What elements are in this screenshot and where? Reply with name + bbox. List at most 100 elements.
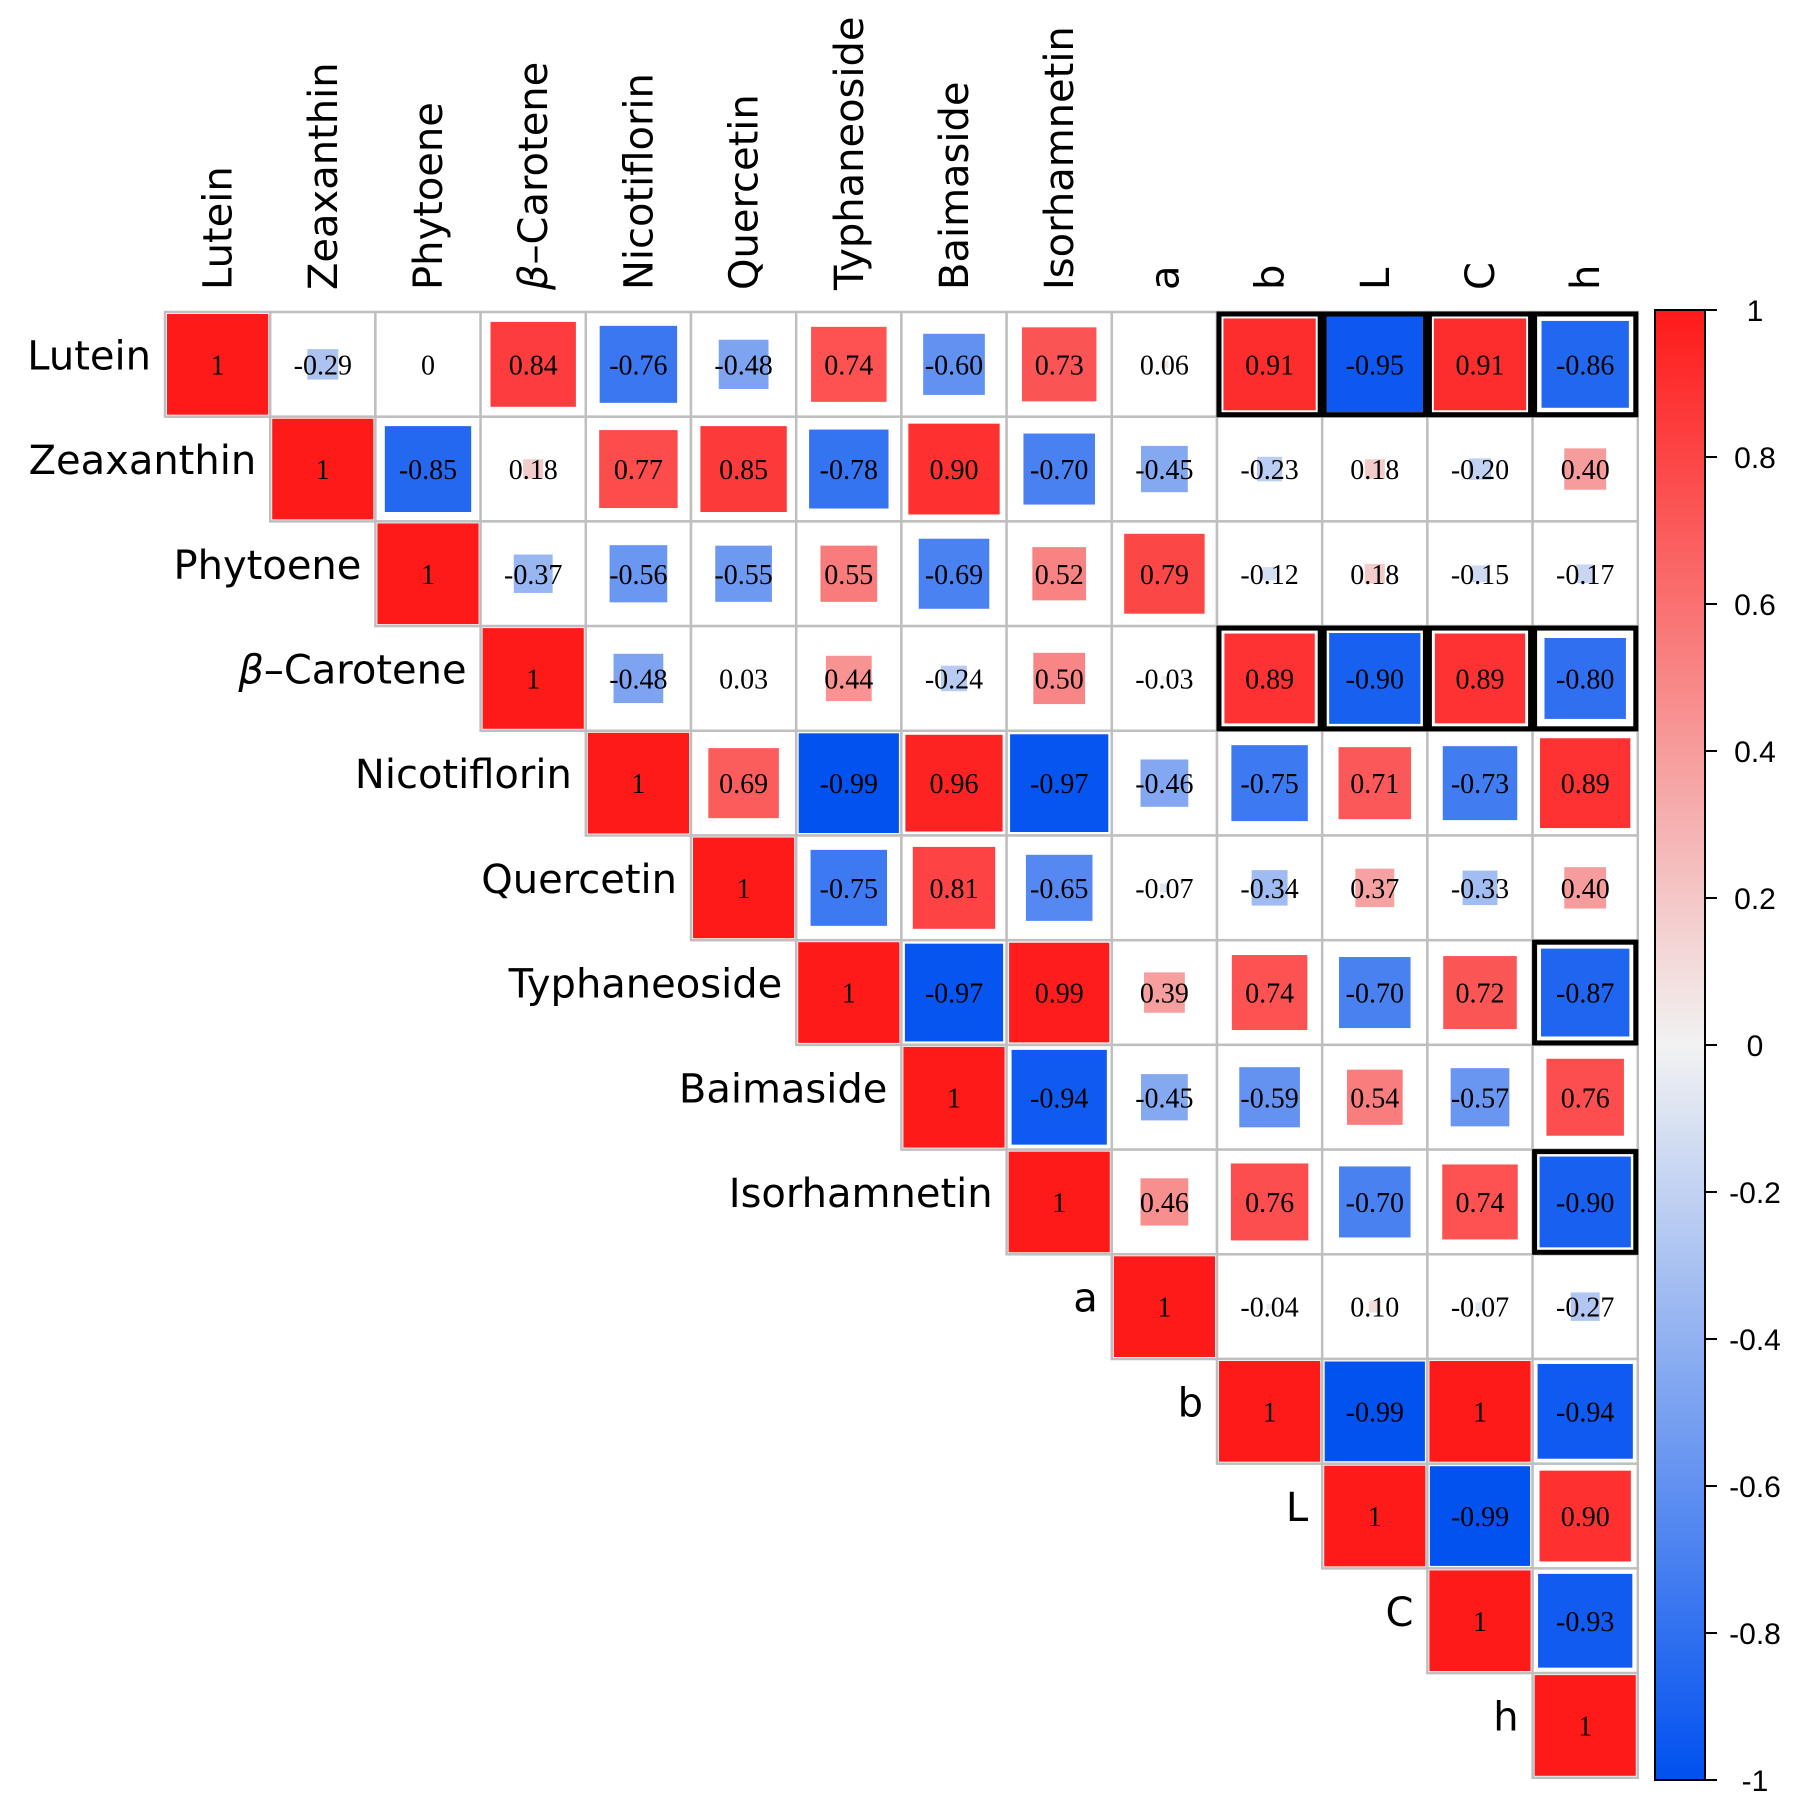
column-label: h — [1563, 265, 1609, 290]
cell-value-label: 0.76 — [1245, 1188, 1294, 1219]
cell-value-label: 1 — [1263, 1397, 1277, 1428]
cell-value-label: -0.97 — [925, 979, 983, 1010]
heatmap-square — [1032, 547, 1087, 601]
colorbar: 1 0.8 0.6 0.4 0.2 0 -0.2 -0.4 -0.6 -0.8 -1 — [1654, 295, 1781, 1798]
column-label-text: Phytoene — [406, 102, 452, 290]
heatmap-square — [1475, 1302, 1485, 1312]
cell-value-label: 0.74 — [1456, 1188, 1505, 1219]
cell-value-label: -0.03 — [1135, 664, 1193, 695]
cell-value-label: -0.59 — [1240, 1083, 1298, 1114]
colorbar-tick-label: -1 — [1742, 1765, 1769, 1798]
heatmap-square — [609, 545, 668, 603]
heatmap-square — [384, 426, 472, 512]
cell-value-label: 1 — [421, 560, 435, 591]
cell-value-label: 0.54 — [1350, 1083, 1399, 1114]
cell-value-label: 1 — [211, 350, 225, 381]
cell-value-label: -0.07 — [1451, 1293, 1509, 1324]
cell-value-label: 0.85 — [719, 455, 768, 486]
cell-value-label: -0.55 — [714, 560, 772, 591]
colorbar-tick-label: 0.6 — [1734, 589, 1776, 622]
heatmap-square — [718, 339, 769, 389]
heatmap-square — [167, 314, 269, 415]
heatmap-square — [1140, 445, 1188, 493]
heatmap-square — [1010, 734, 1109, 833]
heatmap-square — [1570, 1292, 1600, 1321]
cell-value-label: 0.50 — [1035, 664, 1084, 695]
heatmap-square — [1355, 868, 1395, 908]
cell-value-label: -0.85 — [399, 455, 457, 486]
heatmap-square — [1364, 459, 1385, 479]
heatmap-square — [1324, 1465, 1426, 1567]
heatmap-square — [1534, 1675, 1636, 1776]
cell-value-label: 1 — [1473, 1397, 1487, 1428]
column-label: Nicotiflorin — [616, 73, 662, 290]
cell-value-label: 0.89 — [1245, 664, 1294, 695]
heatmap-square — [1538, 1573, 1633, 1668]
heatmap-square — [1257, 456, 1283, 482]
column-label-text: Isorhamnetin — [1037, 26, 1083, 290]
heatmap-square — [918, 538, 990, 609]
heatmap-square — [513, 554, 553, 593]
cell-value-label: -0.70 — [1346, 1188, 1404, 1219]
heatmap-square — [1442, 746, 1518, 821]
cell-value-label: 0.71 — [1350, 769, 1399, 800]
heatmap-square — [904, 943, 1004, 1042]
cell-value-label: 1 — [1157, 1293, 1171, 1324]
row-label-text: Baimaside — [679, 1066, 888, 1112]
grid-cell — [1531, 520, 1640, 628]
heatmap-square — [307, 349, 339, 380]
cell-value-label: -0.45 — [1135, 1083, 1193, 1114]
row-label: Quercetin — [481, 857, 677, 903]
cell-value-label: -0.15 — [1451, 560, 1509, 591]
row-label-prefix: β — [237, 647, 264, 693]
cell-value-label: -0.07 — [1135, 874, 1193, 905]
cell-value-label: -0.48 — [609, 664, 667, 695]
grid-cell — [900, 310, 1008, 418]
cell-value-label: -0.90 — [1346, 664, 1404, 695]
row-labels: Lutein Zeaxanthin Phytoene β–Carotene Nicoti… — [27, 333, 1518, 1740]
column-label-text: Lutein — [196, 166, 242, 290]
cell-value-label: -0.94 — [1556, 1397, 1614, 1428]
cell-value-label: 0.06 — [1140, 350, 1189, 381]
row-label: Lutein — [27, 333, 151, 379]
column-label-text: a — [1142, 265, 1188, 290]
cell-value-label: -0.78 — [820, 455, 878, 486]
heatmap-square — [1338, 747, 1412, 820]
heatmap-square — [1008, 1151, 1110, 1253]
cell-value-label: -0.75 — [820, 874, 878, 905]
cell-value-label: 1 — [631, 769, 645, 800]
column-label-prefix: β — [511, 264, 557, 291]
heatmap-square — [1462, 870, 1498, 906]
cell-value-label: 0.55 — [824, 560, 873, 591]
cell-value-label: -0.24 — [925, 664, 983, 695]
heatmap-square — [1564, 867, 1607, 909]
cell-value-label: 0.46 — [1140, 1188, 1189, 1219]
heatmap-square — [809, 429, 889, 509]
heatmap-square — [1339, 1166, 1411, 1238]
heatmap-square — [693, 837, 795, 939]
heatmap-square — [1223, 318, 1316, 411]
highlight-box — [1532, 625, 1639, 732]
cell-value-label: 1 — [1473, 1607, 1487, 1638]
column-label: b — [1248, 265, 1294, 290]
colorbar-gradient — [1654, 309, 1706, 1781]
heatmap-square — [1033, 652, 1086, 705]
heatmap-square — [1339, 957, 1411, 1029]
cell-value-label: 0.77 — [614, 455, 663, 486]
heatmap-square — [905, 734, 1003, 832]
heatmap-square — [1231, 955, 1308, 1031]
cell-value-label: 0.18 — [1350, 455, 1399, 486]
column-label: β–Carotene — [511, 62, 557, 291]
cell-value-label: -0.37 — [504, 560, 562, 591]
highlight-box — [1532, 311, 1639, 418]
row-label: Nicotiflorin — [355, 752, 572, 798]
row-label-text: C — [1385, 1590, 1413, 1636]
row-label-text: Nicotiflorin — [355, 752, 572, 798]
heatmap-square — [1025, 854, 1093, 921]
cell-value-label: 0.84 — [509, 350, 558, 381]
colorbar-tick-label: 1 — [1747, 295, 1764, 328]
row-label-text: Phytoene — [174, 543, 362, 589]
heatmap-square — [1368, 1300, 1381, 1313]
heatmap-square — [1124, 533, 1205, 614]
